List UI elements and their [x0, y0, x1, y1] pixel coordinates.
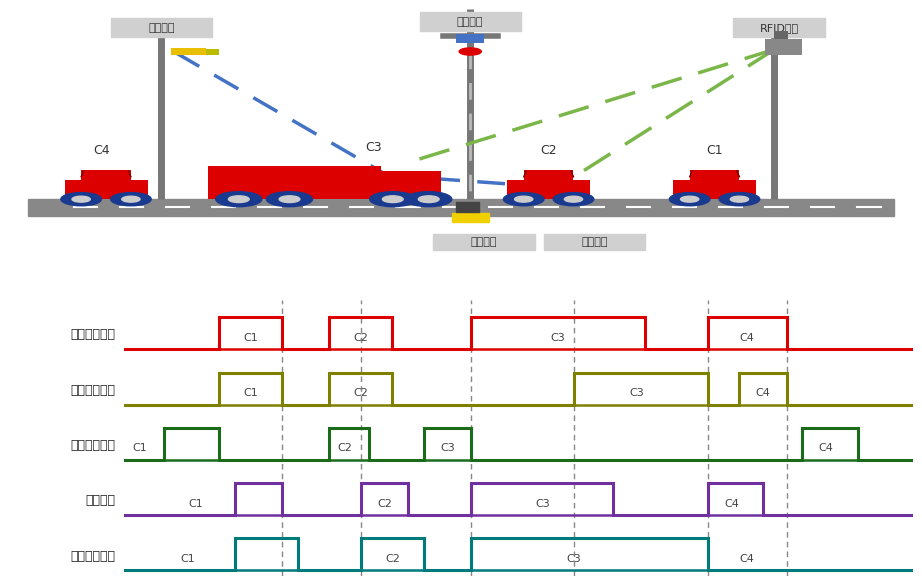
- Circle shape: [406, 192, 452, 207]
- Text: C4: C4: [93, 144, 110, 157]
- Text: C1: C1: [243, 333, 258, 343]
- Bar: [452, 213, 489, 222]
- Bar: [433, 234, 535, 250]
- Circle shape: [266, 192, 313, 207]
- Text: 激光检测: 激光检测: [457, 17, 483, 26]
- Text: C4: C4: [755, 388, 771, 398]
- Text: C2: C2: [377, 499, 392, 509]
- Circle shape: [419, 196, 439, 203]
- Circle shape: [719, 192, 760, 206]
- Text: 地磁检测: 地磁检测: [582, 237, 608, 247]
- Circle shape: [669, 192, 710, 206]
- Text: C2: C2: [353, 333, 369, 343]
- Text: C3: C3: [566, 554, 581, 564]
- Circle shape: [383, 196, 403, 203]
- Text: 视频检测: 视频检测: [148, 22, 174, 33]
- Circle shape: [122, 196, 140, 202]
- Circle shape: [459, 48, 481, 55]
- Text: C1: C1: [180, 554, 195, 564]
- Circle shape: [111, 192, 151, 206]
- Circle shape: [564, 196, 583, 202]
- Text: 地磁检测: 地磁检测: [85, 494, 115, 507]
- Circle shape: [553, 192, 594, 206]
- Circle shape: [514, 196, 533, 202]
- Bar: [65, 180, 148, 199]
- Bar: [206, 49, 219, 55]
- Circle shape: [216, 192, 262, 207]
- Circle shape: [229, 196, 249, 203]
- Text: C4: C4: [819, 444, 833, 453]
- Text: 电子车牌检测: 电子车牌检测: [70, 439, 115, 452]
- Text: C3: C3: [535, 499, 550, 509]
- Bar: [774, 32, 788, 39]
- Circle shape: [72, 196, 90, 202]
- Circle shape: [61, 192, 101, 206]
- Bar: [381, 170, 441, 199]
- Bar: [733, 18, 825, 37]
- Text: C1: C1: [133, 444, 148, 453]
- Text: C3: C3: [365, 141, 382, 154]
- Text: C4: C4: [724, 499, 739, 509]
- Bar: [111, 18, 212, 37]
- Circle shape: [680, 196, 699, 202]
- Text: C1: C1: [243, 388, 258, 398]
- Circle shape: [730, 196, 749, 202]
- Text: 线圈检测: 线圈检测: [471, 237, 497, 247]
- Bar: [456, 203, 479, 213]
- Text: C2: C2: [337, 444, 352, 453]
- Bar: [456, 35, 484, 43]
- Bar: [420, 12, 521, 32]
- Bar: [507, 180, 590, 199]
- Text: 环形线圈检测: 环形线圈检测: [70, 384, 115, 397]
- Text: C3: C3: [441, 444, 455, 453]
- Text: C3: C3: [550, 333, 565, 343]
- Text: C1: C1: [188, 499, 203, 509]
- Bar: [765, 39, 802, 55]
- Bar: [524, 170, 573, 180]
- Text: C4: C4: [739, 554, 755, 564]
- Bar: [544, 234, 645, 250]
- Text: RFID检测: RFID检测: [760, 22, 798, 33]
- Text: C2: C2: [385, 554, 400, 564]
- Circle shape: [503, 192, 544, 206]
- Text: 激光基准检测: 激光基准检测: [70, 328, 115, 342]
- Bar: [171, 48, 206, 55]
- Bar: [81, 170, 131, 180]
- Text: 视频检测检测: 视频检测检测: [70, 550, 115, 563]
- Bar: [673, 180, 756, 199]
- Circle shape: [370, 192, 416, 207]
- Text: C3: C3: [630, 388, 644, 398]
- Bar: [28, 199, 894, 215]
- Bar: [690, 170, 739, 180]
- Text: C2: C2: [353, 388, 369, 398]
- Text: C1: C1: [706, 144, 723, 157]
- Circle shape: [279, 196, 300, 203]
- Bar: [208, 166, 381, 199]
- Text: C4: C4: [739, 333, 755, 343]
- Text: C2: C2: [540, 144, 557, 157]
